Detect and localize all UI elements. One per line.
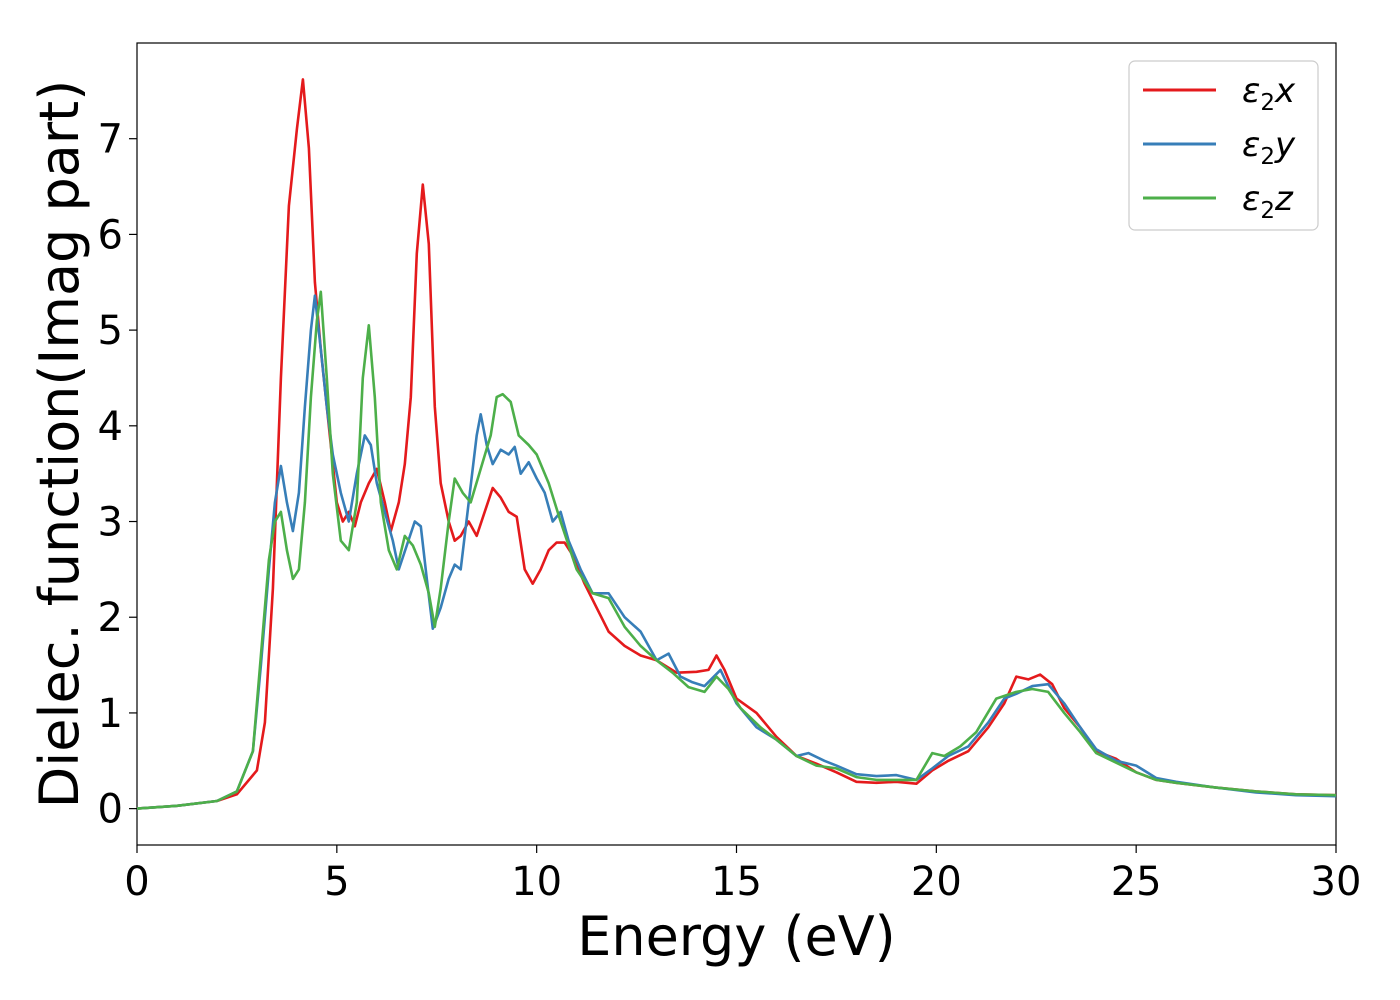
x-tick-label: 25 — [1111, 859, 1162, 905]
y-tick-label: 1 — [98, 691, 123, 737]
x-tick-label: 20 — [911, 859, 962, 905]
y-tick-label: 7 — [98, 117, 123, 163]
y-tick-label: 5 — [98, 308, 123, 354]
y-tick-label: 3 — [98, 500, 123, 546]
y-axis: 0 1 2 3 4 5 6 7 — [98, 117, 137, 833]
y-tick-label: 2 — [98, 595, 123, 641]
x-tick-label: 30 — [1311, 859, 1362, 905]
series-line-z — [136, 290, 1337, 810]
x-tick-label: 0 — [124, 859, 149, 905]
series-line-y — [136, 294, 1337, 810]
y-tick-label: 4 — [98, 404, 123, 450]
x-tick-label: 10 — [511, 859, 562, 905]
x-axis: 0 5 10 15 20 25 30 — [124, 845, 1361, 905]
legend: ε2x ε2y ε2z — [1128, 60, 1319, 231]
series-lines — [136, 78, 1337, 810]
legend-box — [1128, 60, 1319, 231]
x-tick-label: 5 — [324, 859, 349, 905]
y-axis-title: Dielec. function(Imag part) — [28, 80, 91, 809]
x-axis-title: Energy (eV) — [577, 905, 896, 968]
legend-label-y: ε2y — [1242, 125, 1296, 170]
y-tick-label: 0 — [98, 787, 123, 833]
legend-label-z: ε2z — [1242, 179, 1294, 224]
x-tick-label: 15 — [711, 859, 762, 905]
y-tick-label: 6 — [98, 212, 123, 258]
legend-label-x: ε2x — [1242, 71, 1296, 116]
